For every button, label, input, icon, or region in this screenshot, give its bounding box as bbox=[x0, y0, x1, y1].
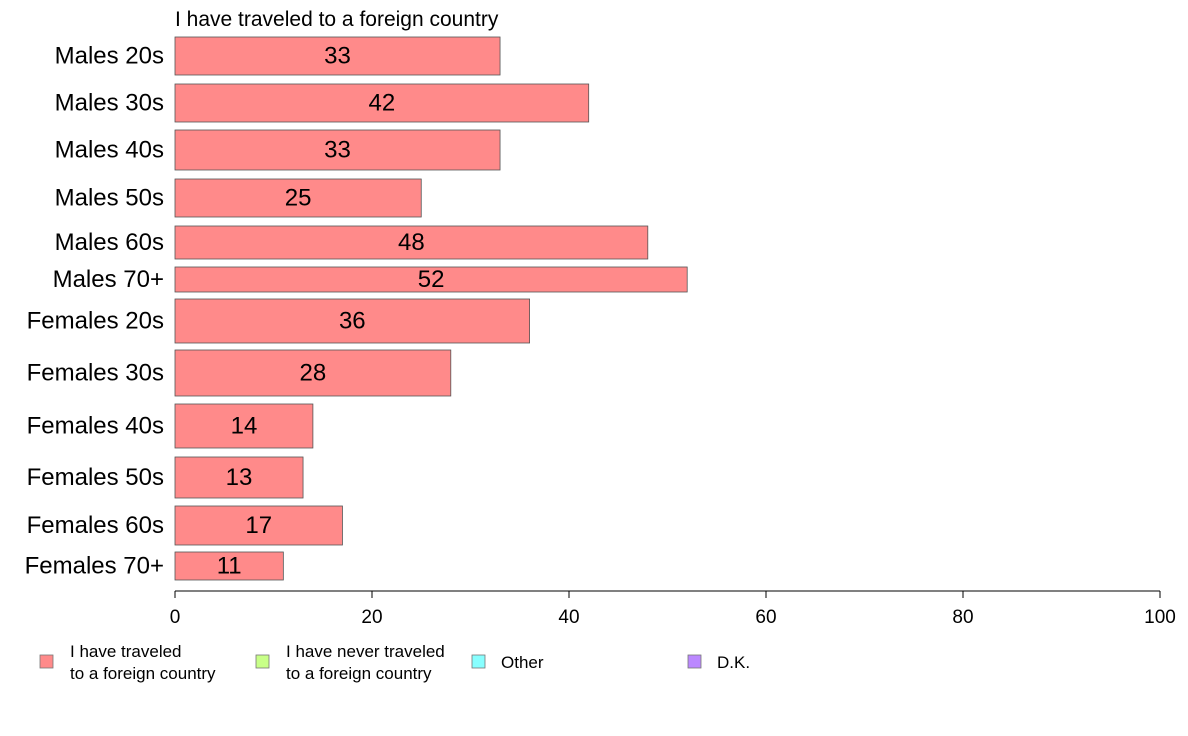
category-label: Females 40s bbox=[27, 413, 164, 440]
data-label: 17 bbox=[245, 512, 272, 539]
category-label: Males 50s bbox=[55, 185, 164, 212]
x-tick-label: 40 bbox=[558, 607, 579, 628]
category-label: Males 30s bbox=[55, 90, 164, 117]
bar bbox=[174, 456, 304, 499]
bars-group: Males 20s 33 Males 30s 42 Males 40s 33 Males 5… bbox=[25, 36, 688, 581]
data-label: 11 bbox=[217, 553, 242, 580]
chart-title: I have traveled to a foreign country bbox=[175, 8, 499, 31]
bar bbox=[174, 505, 343, 546]
data-label: 33 bbox=[324, 137, 351, 164]
data-label: 14 bbox=[231, 413, 258, 440]
legend-label: D.K. bbox=[717, 653, 750, 672]
legend-label-line2: to a foreign country bbox=[70, 664, 216, 683]
x-tick-label: 0 bbox=[170, 607, 181, 628]
bar bbox=[174, 178, 422, 218]
legend-swatch bbox=[471, 654, 486, 669]
bar bbox=[174, 36, 501, 76]
bar bbox=[174, 225, 649, 260]
data-label: 42 bbox=[368, 90, 395, 117]
category-label: Males 70+ bbox=[53, 266, 164, 293]
category-label: Females 60s bbox=[27, 512, 164, 539]
x-tick-label: 60 bbox=[755, 607, 776, 628]
data-label: 33 bbox=[324, 43, 351, 70]
data-label: 52 bbox=[418, 266, 445, 293]
data-label: 48 bbox=[398, 229, 425, 256]
bar bbox=[174, 298, 531, 344]
category-label: Females 30s bbox=[27, 360, 164, 387]
bar bbox=[174, 551, 284, 581]
x-tick-label: 80 bbox=[952, 607, 973, 628]
category-label: Males 20s bbox=[55, 43, 164, 70]
data-label: 13 bbox=[226, 464, 253, 491]
bar bbox=[174, 129, 501, 171]
legend-label: I have never traveled bbox=[286, 642, 445, 661]
bar bbox=[174, 403, 314, 449]
legend: I have traveled to a foreign country I hav… bbox=[39, 642, 750, 683]
data-label: 28 bbox=[300, 360, 327, 387]
category-label: Males 60s bbox=[55, 229, 164, 256]
category-label: Females 70+ bbox=[25, 553, 164, 580]
bar bbox=[174, 83, 590, 123]
category-label: Males 40s bbox=[55, 137, 164, 164]
legend-label: I have traveled bbox=[70, 642, 182, 661]
x-tick-label: 20 bbox=[361, 607, 382, 628]
bar bbox=[174, 349, 452, 397]
x-axis: 0 20 40 60 80 100 bbox=[170, 590, 1176, 628]
data-label: 25 bbox=[285, 185, 312, 212]
legend-label-line2: to a foreign country bbox=[286, 664, 432, 683]
legend-swatch bbox=[39, 654, 54, 669]
x-tick-label: 100 bbox=[1144, 607, 1176, 628]
legend-swatch bbox=[255, 654, 270, 669]
category-label: Females 50s bbox=[27, 464, 164, 491]
data-label: 36 bbox=[339, 308, 366, 335]
legend-swatch bbox=[687, 654, 702, 669]
legend-label: Other bbox=[501, 653, 544, 672]
category-label: Females 20s bbox=[27, 308, 164, 335]
bar bbox=[174, 266, 688, 293]
